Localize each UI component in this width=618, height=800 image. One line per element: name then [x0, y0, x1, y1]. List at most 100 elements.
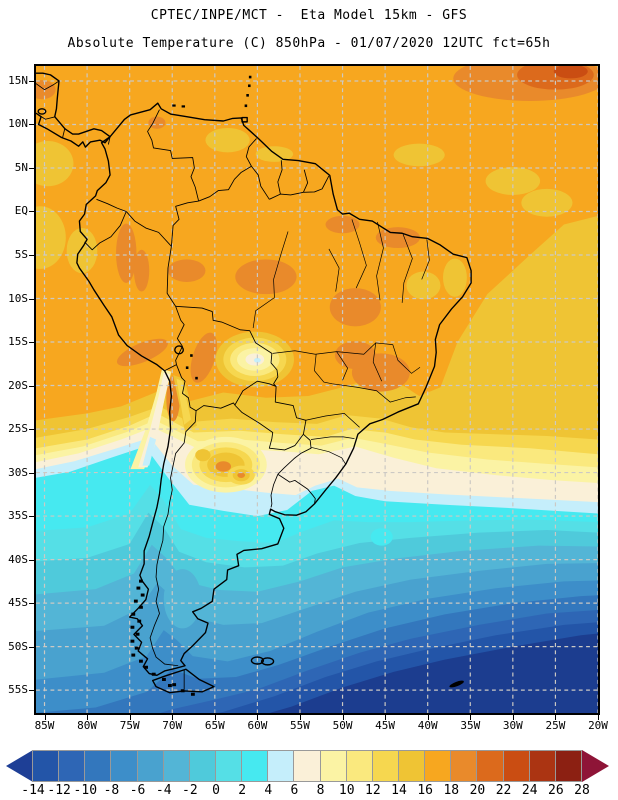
page-subtitle: Absolute Temperature (C) 850hPa - 01/07/… — [67, 36, 551, 51]
lat-tick-mark — [29, 472, 34, 474]
colorbar-cell — [371, 750, 399, 782]
colorbar-tick-label: 6 — [290, 783, 299, 798]
lat-tick-label: 55S — [8, 683, 28, 697]
colorbar-cell — [267, 750, 295, 782]
lat-tick-label: 10N — [8, 117, 28, 131]
lon-tick-label: 60W — [247, 719, 268, 732]
colorbar-tick-label: 2 — [238, 783, 247, 798]
lat-tick-mark — [29, 429, 34, 431]
lat-tick-label: 5S — [14, 248, 28, 261]
gold-patches — [36, 127, 573, 300]
lake-nicaragua — [37, 108, 47, 115]
lat-tick-label: 40S — [8, 552, 28, 566]
lon-tick-label: 40W — [417, 719, 438, 732]
lon-tick-label: 35W — [460, 719, 481, 732]
colorbar-tick-label: 26 — [548, 783, 564, 798]
lat-tick-label: 20S — [8, 378, 28, 392]
lon-tick-mark — [214, 715, 216, 720]
lat-tick-mark — [29, 298, 34, 300]
lon-tick-mark — [44, 715, 46, 720]
colorbar-cell — [450, 750, 478, 782]
colorbar-cell — [424, 750, 452, 782]
lon-tick-label: 75W — [119, 719, 140, 732]
colorbar-tick-label: 20 — [469, 783, 486, 798]
colorbar-cell — [476, 750, 504, 782]
lon-tick-label: 70W — [162, 719, 183, 732]
colorbar-tick-label: 4 — [264, 783, 273, 798]
colorbar-cell — [32, 750, 60, 782]
south-georgia-island — [449, 680, 464, 688]
lon-tick-mark — [87, 715, 89, 720]
sea-cyan-pocket — [370, 528, 393, 546]
colorbar-tick-label: 22 — [495, 783, 512, 798]
lon-tick-mark — [129, 715, 131, 720]
colorbar-tick-label: 28 — [574, 783, 590, 798]
lat-tick-label: EQ — [14, 204, 28, 218]
falkland-west — [250, 656, 265, 665]
lon-tick-label: 80W — [77, 719, 98, 732]
lat-tick-mark — [29, 211, 34, 213]
colorbar-tick-label: 24 — [521, 783, 538, 798]
temperature-field — [36, 66, 598, 713]
lon-tick-label: 50W — [332, 719, 353, 732]
central-america-coastline — [36, 72, 111, 148]
lon-tick-mark — [172, 715, 174, 720]
lon-tick-mark — [598, 715, 599, 720]
lat-tick-mark — [29, 124, 34, 126]
colorbar-cell — [345, 750, 373, 782]
colorbar-tick-label: -6 — [129, 783, 146, 798]
lon-tick-mark — [555, 715, 557, 720]
lon-tick-label: 20W — [588, 719, 608, 732]
colorbar-cell — [110, 750, 138, 782]
terrain-speckles — [130, 75, 464, 696]
colorbar-tick-label: -8 — [103, 783, 120, 798]
lon-tick-mark — [512, 715, 514, 720]
colorbar-cell — [162, 750, 190, 782]
lon-tick-label: 25W — [545, 719, 566, 732]
colorbar-tick-label: -12 — [47, 783, 71, 798]
lat-tick-mark — [29, 385, 34, 387]
page-title: CPTEC/INPE/MCT - Eta Model 15km - GFS — [150, 8, 468, 23]
lat-tick-mark — [29, 559, 34, 561]
brazil-state-borders — [252, 219, 430, 465]
colorbar-cell — [241, 750, 269, 782]
lon-tick-mark — [257, 715, 259, 720]
lon-tick-mark — [385, 715, 387, 720]
colorbar-tick-label: 16 — [417, 783, 433, 798]
lon-tick-label: 45W — [375, 719, 396, 732]
lat-tick-label: 15S — [8, 335, 28, 349]
falkland-east — [260, 657, 275, 666]
lon-tick-mark — [427, 715, 429, 720]
lat-tick-label: 10S — [8, 291, 28, 305]
colorbar-tick-label: 12 — [365, 783, 381, 798]
colorbar-cell — [293, 750, 321, 782]
colorbar-cell — [319, 750, 347, 782]
lon-tick-label: 85W — [34, 719, 55, 732]
colorbar-cell — [397, 750, 426, 782]
colorbar-tick-label: 0 — [212, 783, 220, 798]
lat-tick-label: 30S — [8, 465, 28, 479]
bolivia-cool-pocket — [215, 331, 295, 388]
coastlines — [36, 72, 472, 694]
colorbar-tick-label: 8 — [316, 783, 325, 798]
lat-tick-mark — [29, 255, 34, 256]
tierra-del-fuego — [151, 668, 215, 694]
lon-tick-mark — [299, 715, 301, 720]
lon-tick-label: 65W — [204, 719, 225, 732]
patagonia-mild-pocket — [163, 569, 202, 629]
colorbar-cell — [554, 750, 582, 782]
lat-tick-label: 15N — [8, 73, 28, 87]
colorbar-cell — [58, 750, 86, 782]
warm-patches — [36, 66, 598, 422]
colorbar-tick-label: -10 — [73, 783, 98, 798]
coastal-cool-strip — [130, 369, 172, 470]
lat-tick-label: 25S — [8, 422, 28, 436]
colorbar-tick-label: -2 — [182, 783, 198, 798]
colorbar-tick-label: -14 — [21, 783, 45, 798]
lon-tick-mark — [470, 715, 472, 720]
colorbar-arrow-right — [582, 750, 609, 782]
colorbar-cell — [528, 750, 556, 782]
map-frame — [34, 64, 600, 715]
lat-tick-label: 35S — [8, 509, 28, 523]
